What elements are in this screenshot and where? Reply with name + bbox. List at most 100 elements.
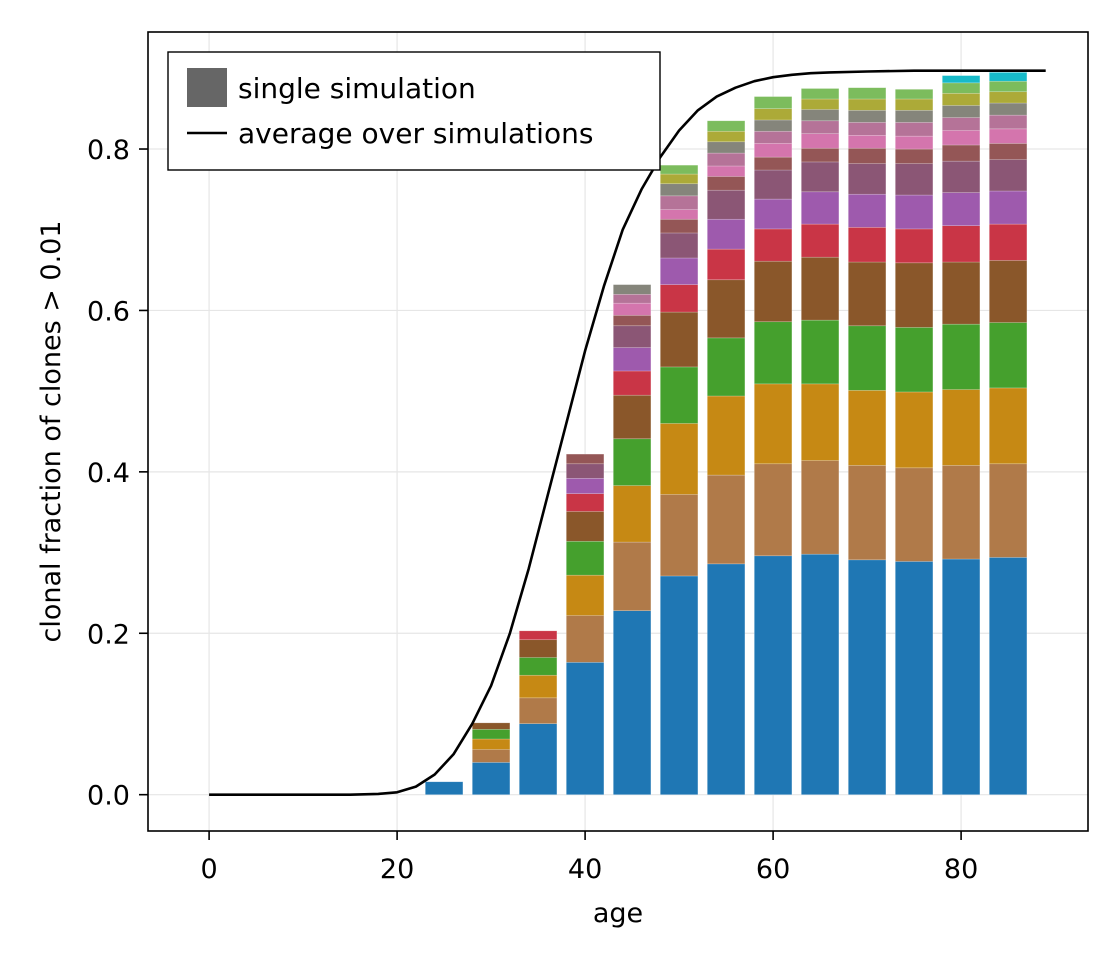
bar-stack-40 — [565, 453, 605, 795]
bar-45-clone-3 — [612, 485, 652, 543]
bar-50-clone-2 — [659, 494, 699, 577]
bar-50-clone-5 — [659, 311, 699, 368]
bar-35-clone-1 — [518, 723, 558, 795]
bar-40-clone-4 — [565, 540, 605, 576]
bar-80-clone-15 — [941, 75, 981, 84]
x-tick-label-3: 60 — [756, 854, 790, 885]
bar-55-clone-8 — [706, 189, 746, 220]
bar-60-clone-10 — [753, 143, 793, 158]
bar-60-clone-13 — [753, 108, 793, 121]
legend-label-average: average over simulations — [238, 117, 593, 150]
bar-80-clone-13 — [941, 93, 981, 106]
x-tick-label-4: 80 — [944, 854, 978, 885]
bar-75-clone-6 — [894, 228, 934, 264]
bar-80-clone-12 — [941, 105, 981, 118]
bar-60-clone-1 — [753, 555, 793, 795]
bar-80-clone-3 — [941, 389, 981, 466]
bar-65-clone-10 — [800, 133, 840, 149]
stacked-bars — [424, 72, 1028, 795]
bar-50-clone-12 — [659, 183, 699, 197]
bar-50-clone-6 — [659, 284, 699, 313]
bar-60-clone-3 — [753, 383, 793, 465]
bar-55-clone-2 — [706, 474, 746, 565]
bar-stack-60 — [753, 96, 793, 795]
bar-85-clone-3 — [988, 387, 1028, 465]
bar-50-clone-1 — [659, 575, 699, 795]
bar-85-clone-1 — [988, 557, 1028, 795]
bar-70-clone-5 — [847, 261, 887, 327]
bar-55-clone-5 — [706, 279, 746, 339]
bar-70-clone-10 — [847, 135, 887, 149]
bar-70-clone-2 — [847, 465, 887, 561]
bar-50-clone-7 — [659, 257, 699, 285]
x-tick-label-2: 40 — [568, 854, 602, 885]
bar-55-clone-4 — [706, 337, 746, 397]
bar-85-clone-4 — [988, 322, 1028, 389]
bar-35-clone-4 — [518, 657, 558, 676]
bar-35-clone-2 — [518, 697, 558, 724]
bar-stack-25 — [424, 781, 464, 795]
bar-70-clone-4 — [847, 325, 887, 391]
bar-45-clone-12 — [612, 284, 652, 295]
bar-85-clone-14 — [988, 80, 1028, 93]
bar-70-clone-6 — [847, 227, 887, 263]
bar-65-clone-3 — [800, 383, 840, 461]
y-tick-label-3: 0.6 — [87, 296, 130, 327]
bar-70-clone-8 — [847, 163, 887, 195]
legend-box — [167, 51, 661, 171]
bar-45-clone-5 — [612, 394, 652, 440]
bar-80-clone-11 — [941, 117, 981, 131]
bar-45-clone-8 — [612, 325, 652, 348]
bar-85-clone-13 — [988, 91, 1028, 104]
bar-75-clone-9 — [894, 148, 934, 164]
bar-70-clone-13 — [847, 98, 887, 111]
bar-45-clone-9 — [612, 314, 652, 327]
bar-stack-35 — [518, 630, 558, 795]
bar-30-clone-2 — [471, 749, 511, 763]
bar-85-clone-2 — [988, 463, 1028, 558]
bar-80-clone-8 — [941, 160, 981, 193]
x-tick-label-1: 20 — [380, 854, 414, 885]
bar-65-clone-4 — [800, 319, 840, 385]
bar-65-clone-7 — [800, 191, 840, 225]
bar-80-clone-6 — [941, 225, 981, 263]
bar-80-clone-9 — [941, 144, 981, 162]
bar-85-clone-11 — [988, 114, 1028, 130]
bar-70-clone-9 — [847, 147, 887, 164]
bar-40-clone-3 — [565, 574, 605, 616]
bar-45-clone-7 — [612, 347, 652, 372]
bar-55-clone-3 — [706, 395, 746, 476]
bar-50-clone-11 — [659, 195, 699, 210]
bar-stack-85 — [988, 72, 1028, 795]
bar-50-clone-14 — [659, 164, 699, 175]
bar-70-clone-7 — [847, 193, 887, 228]
bar-55-clone-13 — [706, 130, 746, 143]
bar-75-clone-11 — [894, 122, 934, 137]
bar-80-clone-5 — [941, 261, 981, 325]
bar-45-clone-11 — [612, 293, 652, 304]
bar-80-clone-4 — [941, 323, 981, 390]
bar-80-clone-7 — [941, 192, 981, 226]
bar-50-clone-9 — [659, 218, 699, 234]
bar-75-clone-1 — [894, 561, 934, 795]
bar-60-clone-8 — [753, 169, 793, 200]
bar-60-clone-9 — [753, 156, 793, 171]
bar-65-clone-9 — [800, 147, 840, 163]
y-tick-label-0: 0.0 — [87, 781, 130, 812]
bar-55-clone-6 — [706, 248, 746, 281]
bar-85-clone-12 — [988, 102, 1028, 116]
bar-85-clone-8 — [988, 159, 1028, 192]
bar-85-clone-10 — [988, 128, 1028, 144]
average-line — [209, 69, 1046, 796]
bar-35-clone-5 — [518, 639, 558, 658]
plot-frame — [147, 31, 1089, 832]
legend-label-single-simulation: single simulation — [238, 72, 476, 105]
bar-80-clone-1 — [941, 558, 981, 795]
bar-60-clone-7 — [753, 198, 793, 230]
bar-40-clone-5 — [565, 511, 605, 542]
bar-55-clone-9 — [706, 176, 746, 191]
y-tick-label-2: 0.4 — [87, 458, 130, 489]
bar-50-clone-10 — [659, 209, 699, 220]
bar-50-clone-13 — [659, 173, 699, 185]
bar-50-clone-3 — [659, 423, 699, 495]
